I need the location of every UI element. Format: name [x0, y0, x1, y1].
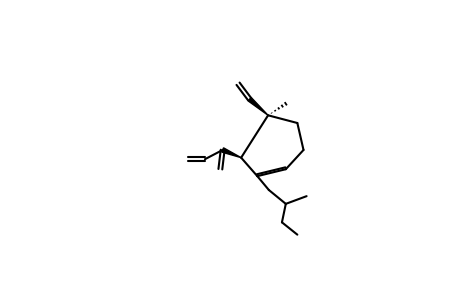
Polygon shape [247, 98, 268, 115]
Polygon shape [221, 148, 241, 158]
